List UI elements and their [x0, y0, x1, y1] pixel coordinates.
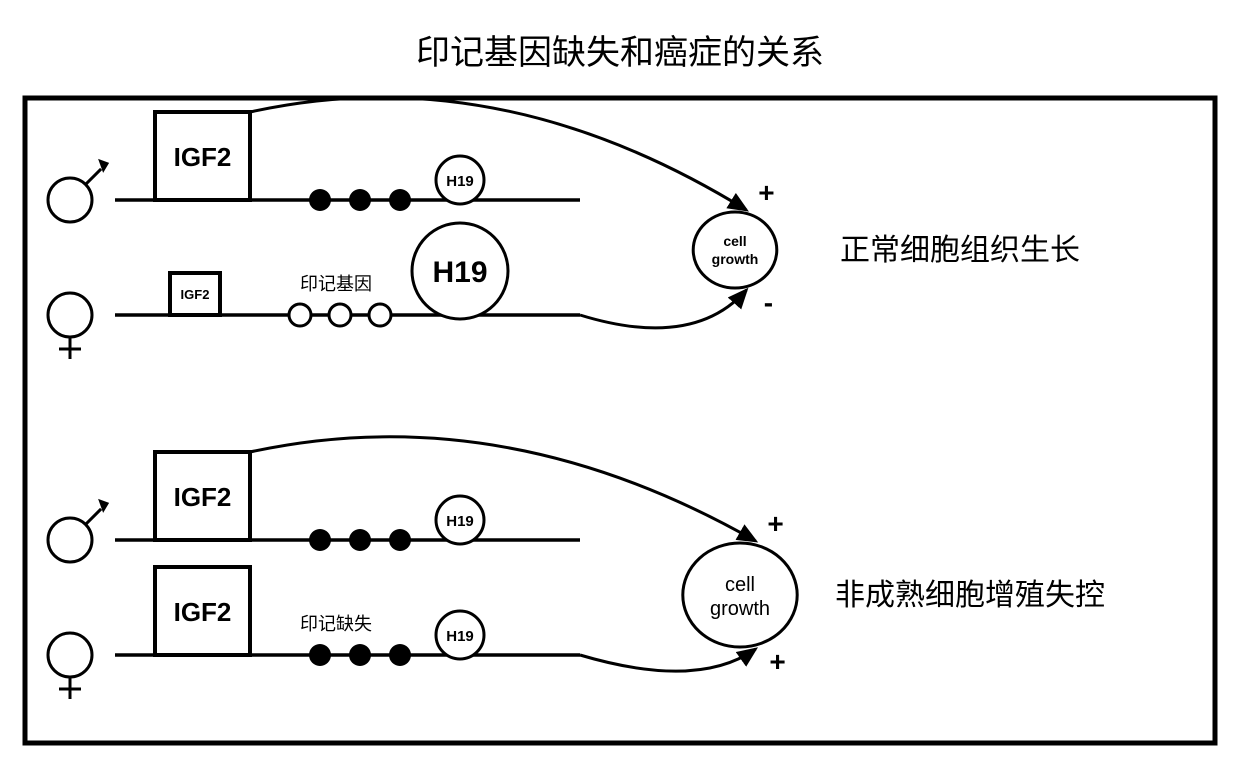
methylated-dot-icon [389, 644, 411, 666]
methylated-dot-icon [389, 189, 411, 211]
methylated-dot-icon [349, 529, 371, 551]
paternal-sign: + [767, 508, 783, 539]
imprint-annotation: 印记缺失 [300, 614, 372, 634]
cell-growth-oval [693, 212, 777, 288]
female-symbol-icon [48, 293, 92, 337]
unmethylated-dot-icon [289, 304, 311, 326]
methylated-dot-icon [309, 644, 331, 666]
igf2-label: IGF2 [174, 597, 232, 627]
paternal-sign: + [758, 177, 774, 208]
diagram-svg: IGF2H19IGF2H19印记基因cellgrowth+-正常细胞组织生长IG… [0, 0, 1240, 773]
unmethylated-dot-icon [369, 304, 391, 326]
male-arrow-shaft [86, 509, 102, 525]
unmethylated-dot-icon [329, 304, 351, 326]
h19-label: H19 [446, 628, 474, 645]
h19-label: H19 [446, 513, 474, 530]
male-arrow-shaft [86, 169, 102, 185]
male-symbol-icon [48, 518, 92, 562]
methylated-dot-icon [309, 529, 331, 551]
maternal-arrow [580, 649, 756, 671]
maternal-arrow [580, 290, 746, 328]
cell-growth-text-1: cell [725, 574, 755, 596]
cell-growth-text-1: cell [723, 233, 746, 249]
cell-growth-text-2: growth [710, 598, 770, 620]
methylated-dot-icon [309, 189, 331, 211]
cell-growth-text-2: growth [712, 251, 759, 267]
imprint-annotation: 印记基因 [300, 274, 372, 294]
maternal-sign: - [764, 287, 773, 318]
male-symbol-icon [48, 178, 92, 222]
methylated-dot-icon [389, 529, 411, 551]
h19-label: H19 [432, 256, 487, 289]
igf2-label: IGF2 [174, 142, 232, 172]
methylated-dot-icon [349, 644, 371, 666]
maternal-sign: + [769, 646, 785, 677]
panel-side-label: 非成熟细胞增殖失控 [835, 579, 1105, 612]
h19-label: H19 [446, 173, 474, 190]
panel-side-label: 正常细胞组织生长 [840, 234, 1080, 267]
igf2-label: IGF2 [181, 287, 210, 302]
female-symbol-icon [48, 633, 92, 677]
paternal-arrow [250, 437, 756, 541]
igf2-label: IGF2 [174, 482, 232, 512]
methylated-dot-icon [349, 189, 371, 211]
